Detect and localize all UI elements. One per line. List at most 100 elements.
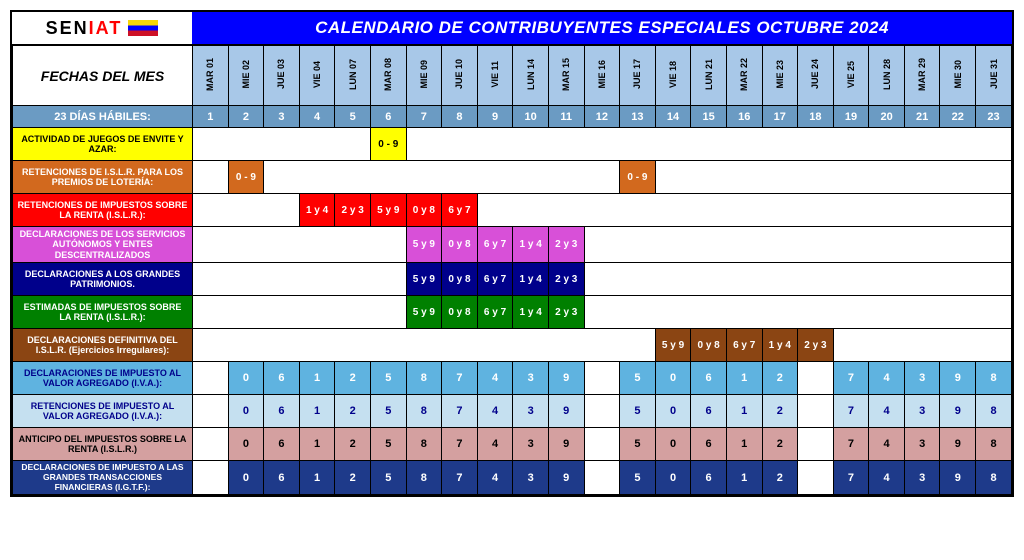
date-col: LUN 14 [513,46,549,106]
segment-cell: 6 y 7 [442,194,478,227]
date-label: LUN 14 [526,59,536,90]
segment-cell: 0 - 9 [228,161,264,194]
logo-post: IAT [89,18,123,39]
value-cell: 8 [976,428,1012,461]
segment-cell: 6 y 7 [477,296,513,329]
date-col: JUE 10 [442,46,478,106]
value-cell: 7 [442,428,478,461]
value-cell [798,428,834,461]
habiles-cell: 3 [264,106,300,128]
empty-cell [406,128,1011,161]
segment-cell: 2 y 3 [548,227,584,263]
value-cell [193,461,229,495]
value-cell: 9 [548,395,584,428]
value-cell: 3 [904,461,940,495]
value-cell: 2 [335,428,371,461]
value-cell: 1 [299,461,335,495]
empty-cell [584,227,1011,263]
date-label: JUE 03 [276,59,286,89]
value-cell: 2 [335,362,371,395]
calendar-table: FECHAS DEL MES MAR 01MIE 02JUE 03VIE 04L… [12,45,1012,495]
value-cell: 3 [513,461,549,495]
habiles-header: 23 DÍAS HÁBILES: [13,106,193,128]
date-label: MAR 08 [383,58,393,91]
habiles-cell: 18 [798,106,834,128]
date-col: JUE 31 [976,46,1012,106]
segment-cell: 5 y 9 [406,227,442,263]
value-cell: 5 [370,461,406,495]
value-cell: 9 [940,428,976,461]
segment-cell: 0 y 8 [691,329,727,362]
date-label: LUN 07 [348,59,358,90]
table-row: ESTIMADAS DE IMPUESTOS SOBRE LA RENTA (I… [13,296,1012,329]
value-cell: 2 [762,362,798,395]
date-label: MAR 29 [917,58,927,91]
habiles-cell: 11 [548,106,584,128]
value-cell: 1 [299,362,335,395]
value-cell: 1 [726,362,762,395]
segment-cell: 6 y 7 [477,227,513,263]
value-cell: 4 [869,428,905,461]
date-col: LUN 28 [869,46,905,106]
value-cell: 9 [548,362,584,395]
date-label: VIE 18 [668,61,678,88]
value-cell [584,362,620,395]
value-cell: 9 [940,395,976,428]
value-cell [584,428,620,461]
habiles-cell: 1 [193,106,229,128]
row-label: DECLARACIONES DE IMPUESTO AL VALOR AGREG… [13,362,193,395]
habiles-row: 23 DÍAS HÁBILES: 12345678910111213141516… [13,106,1012,128]
value-cell: 0 [655,362,691,395]
empty-cell [833,329,1011,362]
habiles-cell: 10 [513,106,549,128]
table-row: DECLARACIONES DE IMPUESTO AL VALOR AGREG… [13,362,1012,395]
date-label: VIE 11 [490,61,500,88]
table-row: ACTIVIDAD DE JUEGOS DE ENVITE Y AZAR:0 -… [13,128,1012,161]
segment-cell: 2 y 3 [798,329,834,362]
date-col: MAR 01 [193,46,229,106]
habiles-cell: 4 [299,106,335,128]
date-col: VIE 04 [299,46,335,106]
segment-cell: 5 y 9 [406,263,442,296]
value-cell: 0 [228,395,264,428]
date-col: VIE 11 [477,46,513,106]
segment-cell: 0 - 9 [370,128,406,161]
value-cell: 6 [691,428,727,461]
value-cell: 7 [442,362,478,395]
empty-cell [584,296,1011,329]
table-row: DECLARACIONES DEFINITIVA DEL I.S.L.R. (E… [13,329,1012,362]
seniat-logo: SENIAT [12,12,192,44]
value-cell: 5 [370,395,406,428]
value-cell [798,395,834,428]
empty-cell [193,128,371,161]
date-col: JUE 17 [620,46,656,106]
value-cell [798,461,834,495]
habiles-cell: 6 [370,106,406,128]
date-col: MAR 15 [548,46,584,106]
value-cell: 0 [655,461,691,495]
calendar-container: SENIAT CALENDARIO DE CONTRIBUYENTES ESPE… [10,10,1014,497]
value-cell: 0 [228,362,264,395]
value-cell: 0 [228,461,264,495]
date-col: VIE 25 [833,46,869,106]
segment-cell: 1 y 4 [299,194,335,227]
segment-cell: 1 y 4 [513,227,549,263]
segment-cell: 0 y 8 [442,296,478,329]
value-cell [193,362,229,395]
empty-cell [193,161,229,194]
date-col: LUN 21 [691,46,727,106]
value-cell: 4 [477,395,513,428]
empty-cell [655,161,1011,194]
value-cell: 6 [264,362,300,395]
row-label: DECLARACIONES DEFINITIVA DEL I.S.L.R. (E… [13,329,193,362]
date-label: JUE 24 [810,59,820,89]
date-label: VIE 04 [312,61,322,88]
value-cell: 0 [655,395,691,428]
value-cell: 9 [548,461,584,495]
value-cell: 1 [726,428,762,461]
segment-cell: 0 y 8 [442,263,478,296]
value-cell: 2 [762,395,798,428]
value-cell [798,362,834,395]
value-cell: 3 [513,395,549,428]
dates-row: FECHAS DEL MES MAR 01MIE 02JUE 03VIE 04L… [13,46,1012,106]
